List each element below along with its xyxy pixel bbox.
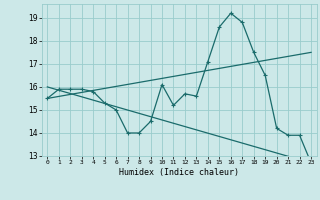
X-axis label: Humidex (Indice chaleur): Humidex (Indice chaleur) [119, 168, 239, 177]
